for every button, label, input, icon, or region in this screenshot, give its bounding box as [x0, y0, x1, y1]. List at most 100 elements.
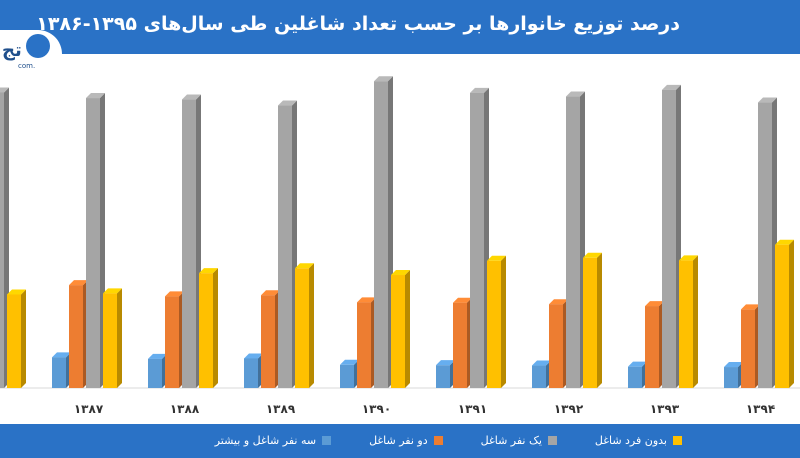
bar-front [566, 96, 580, 389]
bar-top [52, 352, 71, 358]
bar-front [741, 309, 755, 388]
bar-top [182, 94, 201, 100]
legend-item: سه نفر شاغل و بیشتر [214, 433, 332, 447]
bar-top [583, 252, 602, 258]
bar-front [86, 98, 100, 388]
bar-front [52, 357, 66, 388]
bar-top [549, 299, 568, 305]
bar-chart: ۱۳۸۷ ۱۳۸۸ ۱۳۸۹ ۱۳۹۰ ۱۳۹۱ ۱۳۹۲ ۱۳۹۳ ۱۳۹۴ [0, 76, 800, 416]
bar-2-3 [165, 291, 184, 388]
bar-1-6 [436, 360, 455, 388]
bar-side [309, 263, 314, 388]
bar-front [69, 285, 83, 388]
bar-top [7, 289, 26, 295]
bar-side [501, 255, 506, 388]
bar-3-9 [758, 97, 777, 389]
bar-top [278, 100, 297, 106]
bar-1-4 [244, 353, 263, 388]
bar-top [662, 84, 681, 90]
legend-swatch [547, 435, 557, 445]
bar-front [628, 366, 642, 388]
legend-item: دو نفر شاغل [369, 434, 443, 447]
bar-top [69, 280, 88, 286]
bar-front [724, 367, 738, 388]
bar-top [724, 362, 743, 368]
bar-front [679, 260, 693, 388]
bar-1-5 [340, 359, 359, 388]
bar-front [103, 293, 117, 388]
bar-3-4 [278, 100, 297, 389]
bar-2-5 [357, 297, 376, 388]
bar-1-3 [148, 353, 167, 388]
bar-top [679, 255, 698, 261]
bar-top [357, 297, 376, 303]
bar-1-9 [724, 362, 743, 388]
legend-item: بدون فرد شاغل [595, 434, 682, 447]
bar-2-6 [453, 297, 472, 388]
bar-front [775, 244, 789, 388]
bar-top [436, 360, 455, 366]
bar-4-8 [679, 255, 698, 388]
bar-front [391, 275, 405, 388]
bar-side [597, 252, 602, 388]
bar-top [374, 76, 393, 82]
bar-front [244, 358, 258, 388]
bar-4-9 [775, 239, 794, 388]
x-tick-label: ۱۳۹۱ [458, 402, 487, 416]
bar-2-9 [741, 304, 760, 388]
chart-header: درصد توزیع خانوارها بر حسب تعداد شاغلین … [0, 0, 800, 54]
bar-2-2 [69, 280, 88, 388]
bar-side [117, 288, 122, 388]
legend-label: دو نفر شاغل [369, 433, 428, 447]
bar-front [182, 99, 196, 388]
bar-3-7 [566, 91, 585, 389]
bar-top [340, 359, 359, 365]
bar-2-8 [645, 301, 664, 388]
bar-front [453, 302, 467, 388]
bar-3-5 [374, 76, 393, 389]
x-tick-label: ۱۳۸۷ [74, 402, 104, 416]
bar-front [532, 365, 546, 388]
bar-top [532, 360, 551, 366]
legend-item: یک نفر شاغل [481, 434, 557, 447]
bar-front [295, 268, 309, 388]
bar-top [775, 239, 794, 245]
bar-side [405, 270, 410, 388]
logo-arrow-icon [26, 34, 50, 58]
bar-2-7 [549, 299, 568, 388]
x-tick-label: ۱۳۹۴ [746, 402, 775, 416]
bar-1-8 [628, 361, 647, 388]
bar-top [628, 361, 647, 367]
bar-front [645, 306, 659, 388]
legend-swatch [322, 435, 332, 445]
bar-front [278, 105, 292, 389]
bar-front [549, 304, 563, 388]
bar-front [357, 302, 371, 388]
bar-side [789, 239, 794, 388]
bar-top [0, 87, 9, 93]
bar-front [583, 257, 597, 388]
legend-label: سه نفر شاغل و بیشتر [214, 433, 317, 447]
bar-top [103, 288, 122, 294]
bar-front [470, 92, 484, 389]
bar-3-8 [662, 84, 681, 388]
bar-top [199, 268, 218, 274]
bar-1-2 [52, 352, 71, 388]
bar-4-2 [103, 288, 122, 388]
bar-front [148, 358, 162, 388]
bar-side [21, 289, 26, 388]
bar-4-3 [199, 268, 218, 388]
bar-front [758, 102, 772, 389]
bar-4-7 [583, 252, 602, 388]
bar-top [261, 290, 280, 296]
chart-legend: بدون فرد شاغل یک نفر شاغل دو نفر شاغل سه نف… [182, 431, 682, 449]
bar-4-1 [7, 289, 26, 388]
bar-4-4 [295, 263, 314, 388]
bar-front [662, 89, 676, 388]
bar-top [244, 353, 263, 359]
bar-front [199, 273, 213, 388]
bar-front [340, 364, 354, 388]
bar-front [261, 295, 275, 388]
bar-top [741, 304, 760, 310]
bar-2-4 [261, 290, 280, 388]
